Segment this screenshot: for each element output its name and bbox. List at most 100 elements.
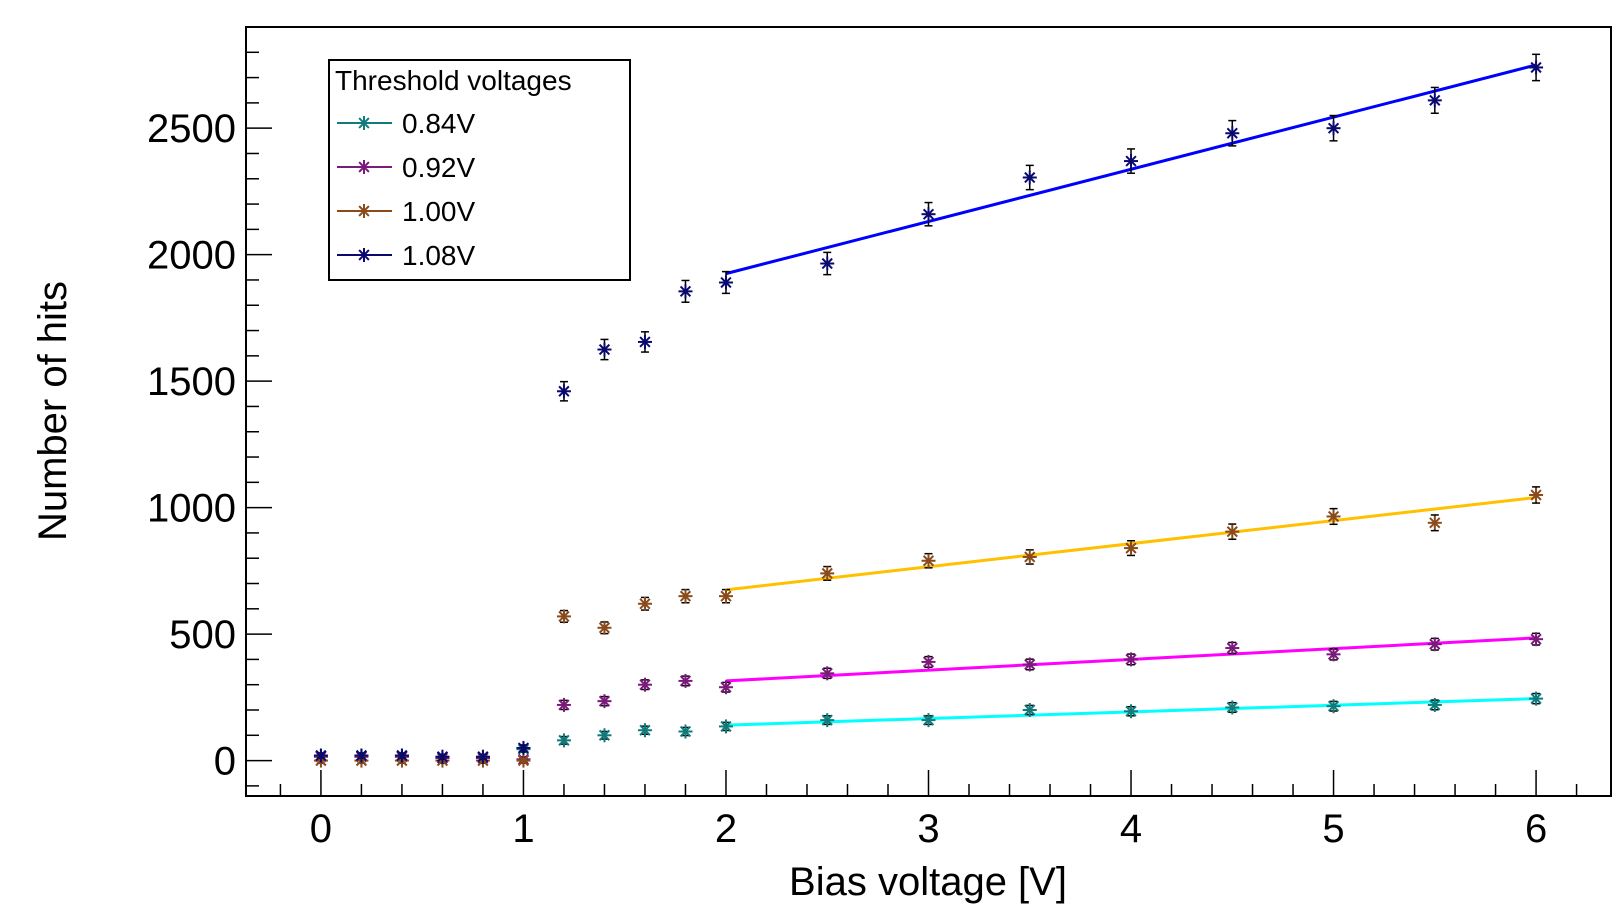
star-stroke [679,675,692,687]
star-stroke [598,729,611,741]
data-point [678,588,693,604]
star-stroke [821,567,833,580]
star-marker [1326,647,1341,662]
data-point [921,201,936,227]
star-marker [1124,541,1139,556]
star-stroke [436,751,449,763]
star-stroke [1429,94,1441,106]
data-point [1124,652,1139,667]
star-stroke [720,276,732,289]
data-points [313,53,1544,768]
data-point [1124,540,1139,557]
star-stroke [639,336,651,348]
star-stroke [821,667,833,679]
legend-label: 0.84V [402,108,475,139]
data-point [1326,647,1341,662]
data-point [820,565,835,581]
star-stroke [517,742,530,754]
legend-entry: 1.00V [337,196,475,227]
data-point [1326,699,1341,714]
star-marker [1124,704,1139,719]
star-marker [597,694,612,709]
data-point [1427,514,1442,532]
x-tick-label: 6 [1525,807,1547,851]
star-marker [1225,700,1240,715]
star-stroke [720,590,732,602]
star-marker [516,740,531,755]
star-marker [921,654,936,669]
star-stroke [679,725,692,738]
x-tick-label: 1 [512,807,534,851]
data-point [637,677,652,692]
data-point [354,748,369,763]
data-point [718,719,733,734]
star-stroke [639,724,651,736]
star-marker [718,275,733,290]
star-stroke [1226,701,1238,714]
star-marker [637,677,652,692]
data-point [1427,697,1442,712]
star-stroke [1327,510,1340,523]
star-marker [637,596,652,611]
data-point [475,749,490,764]
data-point [556,733,571,748]
star-marker [678,724,693,739]
star-marker [678,589,693,604]
star-stroke [358,249,370,261]
star-stroke [1327,700,1340,712]
star-marker [597,620,612,635]
data-point [637,723,652,738]
star-stroke [821,257,833,270]
star-stroke [1530,61,1542,74]
star-stroke [1530,489,1542,501]
data-point [597,620,612,635]
star-marker [921,713,936,728]
data-point [820,666,835,681]
y-tick-label: 500 [169,613,236,657]
star-stroke [1024,171,1036,184]
data-point [597,694,612,709]
axes: 0 1 2 3 4 5 6 0 500 1000 1500 2000 2500 [147,26,1578,851]
star-marker [1427,93,1442,108]
data-point [1225,523,1240,540]
star-marker [597,728,612,743]
data-point [556,609,571,624]
star-marker [1529,487,1544,502]
data-point [921,654,936,669]
star-marker [1529,60,1544,75]
y-tick-label: 2000 [147,234,236,278]
star-marker [1326,121,1341,136]
data-point [597,338,612,361]
star-marker [1427,697,1442,712]
star-stroke [315,749,327,762]
star-stroke [558,385,570,397]
star-marker [678,284,693,299]
star-stroke [477,751,489,763]
star-stroke [922,555,935,567]
data-point [1022,657,1037,672]
x-tick-label: 2 [715,807,737,851]
star-marker [820,566,835,581]
star-stroke [598,695,611,707]
star-marker [820,666,835,681]
star-stroke [1226,642,1238,654]
star-marker [678,673,693,688]
star-marker [1529,691,1544,706]
star-stroke [1530,633,1542,645]
data-point [678,279,693,303]
star-marker [1124,154,1139,169]
star-stroke [1024,704,1036,716]
star-marker [1427,515,1442,530]
star-stroke [1125,155,1137,167]
data-point [1225,119,1240,147]
x-axis-title: Bias voltage [V] [789,860,1067,904]
star-stroke [396,749,408,762]
data-point [1022,164,1037,191]
star-stroke [1024,551,1036,563]
star-marker [394,748,409,763]
star-marker [354,748,369,763]
star-marker [556,697,571,712]
data-point [1427,86,1442,115]
x-tick-label: 0 [310,807,332,851]
data-point [1529,691,1544,706]
